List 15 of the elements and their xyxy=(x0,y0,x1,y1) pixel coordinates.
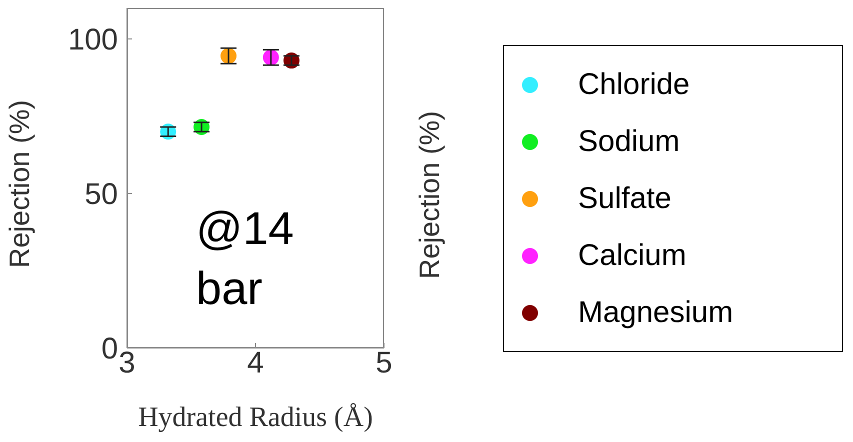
y-tick-label: 100 xyxy=(68,24,118,57)
text: Rejection (%) xyxy=(414,110,446,280)
x-tick-label: 3 xyxy=(118,346,136,380)
legend-label: Chloride xyxy=(578,68,690,102)
legend-label: Calcium xyxy=(578,238,686,272)
annotation: @14 bar xyxy=(196,201,295,316)
legend-label: Sulfate xyxy=(578,182,672,216)
y-tick-label: 50 xyxy=(84,178,118,212)
x-tick-label: 4 xyxy=(247,346,264,380)
y-axis-title: Rejection (%) xyxy=(4,100,35,268)
x-tick-label: 5 xyxy=(376,346,392,380)
legend-label: Magnesium xyxy=(578,296,734,330)
legend-label: Sodium xyxy=(578,124,680,158)
x-axis-title: Hydrated Radius (Å) xyxy=(138,402,373,433)
y-tick-label: 0 xyxy=(101,332,118,366)
